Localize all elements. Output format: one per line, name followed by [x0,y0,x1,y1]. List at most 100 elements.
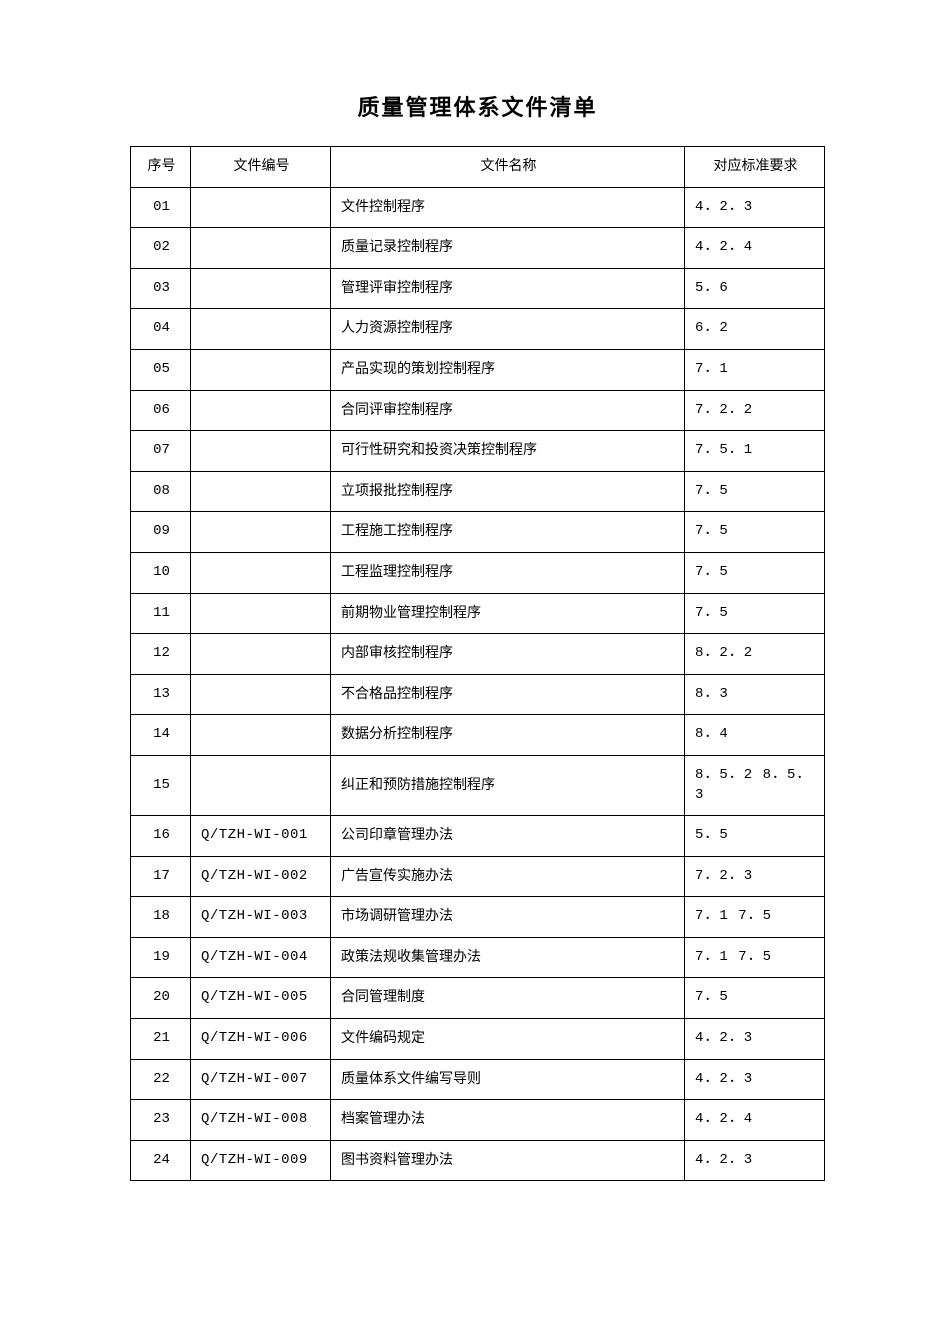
table-row: 03 管理评审控制程序5．6 [131,268,825,309]
col-header-std: 对应标准要求 [685,147,825,188]
table-row: 12内部审核控制程序8．2．2 [131,634,825,675]
cell-code: Q/TZH-WI-008 [191,1100,331,1141]
cell-seq: 01 [131,187,191,228]
cell-name: 质量记录控制程序 [331,228,685,269]
cell-std: 7．5．1 [685,431,825,472]
cell-seq: 19 [131,937,191,978]
table-row: 07 可行性研究和投资决策控制程序7．5．1 [131,431,825,472]
cell-seq: 09 [131,512,191,553]
table-row: 02质量记录控制程序4．2．4 [131,228,825,269]
table-row: 21Q/TZH-WI-006文件编码规定4．2．3 [131,1019,825,1060]
table-row: 11前期物业管理控制程序7．5 [131,593,825,634]
table-row: 10工程监理控制程序7．5 [131,552,825,593]
table-row: 13 不合格品控制程序8．3 [131,674,825,715]
cell-seq: 24 [131,1140,191,1181]
cell-name: 可行性研究和投资决策控制程序 [331,431,685,472]
cell-code [191,634,331,675]
cell-seq: 04 [131,309,191,350]
cell-name: 政策法规收集管理办法 [331,937,685,978]
cell-std: 7．1 7．5 [685,937,825,978]
table-row: 14数据分析控制程序8．4 [131,715,825,756]
cell-name: 不合格品控制程序 [331,674,685,715]
table-row: 24Q/TZH-WI-009图书资料管理办法4．2．3 [131,1140,825,1181]
cell-code [191,715,331,756]
cell-std: 4．2．4 [685,1100,825,1141]
table-row: 05 产品实现的策划控制程序7．1 [131,349,825,390]
cell-std: 7．5 [685,978,825,1019]
cell-name: 立项报批控制程序 [331,471,685,512]
cell-std: 6．2 [685,309,825,350]
cell-name: 纠正和预防措施控制程序 [331,755,685,815]
cell-std: 7．5 [685,471,825,512]
cell-std: 7．2．3 [685,856,825,897]
cell-code: Q/TZH-WI-006 [191,1019,331,1060]
document-page: 质量管理体系文件清单 序号 文件编号 文件名称 对应标准要求 01文件控制程序4… [0,0,945,1271]
cell-name: 人力资源控制程序 [331,309,685,350]
cell-name: 档案管理办法 [331,1100,685,1141]
table-row: 17Q/TZH-WI-002广告宣传实施办法7．2．3 [131,856,825,897]
cell-std: 7．2．2 [685,390,825,431]
table-row: 01文件控制程序4．2．3 [131,187,825,228]
cell-seq: 23 [131,1100,191,1141]
cell-seq: 08 [131,471,191,512]
cell-name: 广告宣传实施办法 [331,856,685,897]
table-row: 22Q/TZH-WI-007质量体系文件编写导则4．2．3 [131,1059,825,1100]
cell-name: 内部审核控制程序 [331,634,685,675]
table-row: 23Q/TZH-WI-008档案管理办法4．2．4 [131,1100,825,1141]
cell-name: 数据分析控制程序 [331,715,685,756]
cell-std: 5．6 [685,268,825,309]
col-header-code: 文件编号 [191,147,331,188]
table-header-row: 序号 文件编号 文件名称 对应标准要求 [131,147,825,188]
cell-name: 产品实现的策划控制程序 [331,349,685,390]
cell-std: 7．5 [685,512,825,553]
cell-seq: 14 [131,715,191,756]
cell-code: Q/TZH-WI-003 [191,897,331,938]
cell-code: Q/TZH-WI-002 [191,856,331,897]
document-table: 序号 文件编号 文件名称 对应标准要求 01文件控制程序4．2．302质量记录控… [130,146,825,1181]
col-header-name: 文件名称 [331,147,685,188]
cell-seq: 06 [131,390,191,431]
cell-name: 前期物业管理控制程序 [331,593,685,634]
cell-code [191,471,331,512]
table-row: 04 人力资源控制程序6．2 [131,309,825,350]
cell-code [191,431,331,472]
cell-seq: 07 [131,431,191,472]
cell-code [191,512,331,553]
cell-name: 工程施工控制程序 [331,512,685,553]
cell-code [191,268,331,309]
table-row: 06 合同评审控制程序7．2．2 [131,390,825,431]
cell-name: 合同评审控制程序 [331,390,685,431]
cell-code [191,228,331,269]
cell-code [191,349,331,390]
cell-name: 市场调研管理办法 [331,897,685,938]
cell-seq: 03 [131,268,191,309]
cell-code [191,309,331,350]
cell-seq: 11 [131,593,191,634]
cell-seq: 18 [131,897,191,938]
cell-code: Q/TZH-WI-007 [191,1059,331,1100]
cell-name: 工程监理控制程序 [331,552,685,593]
cell-seq: 13 [131,674,191,715]
table-row: 20Q/TZH-WI-005合同管理制度7．5 [131,978,825,1019]
cell-seq: 05 [131,349,191,390]
cell-code [191,187,331,228]
cell-code: Q/TZH-WI-001 [191,816,331,857]
cell-seq: 21 [131,1019,191,1060]
cell-std: 8．3 [685,674,825,715]
cell-std: 7．1 [685,349,825,390]
table-row: 09 工程施工控制程序7．5 [131,512,825,553]
cell-name: 管理评审控制程序 [331,268,685,309]
cell-std: 4．2．3 [685,1019,825,1060]
cell-seq: 22 [131,1059,191,1100]
cell-code [191,755,331,815]
cell-name: 文件编码规定 [331,1019,685,1060]
table-row: 08 立项报批控制程序7．5 [131,471,825,512]
cell-std: 4．2．3 [685,1140,825,1181]
cell-seq: 15 [131,755,191,815]
cell-std: 8．2．2 [685,634,825,675]
cell-seq: 10 [131,552,191,593]
cell-code [191,674,331,715]
table-body: 01文件控制程序4．2．302质量记录控制程序4．2．403 管理评审控制程序5．… [131,187,825,1181]
cell-std: 4．2．4 [685,228,825,269]
cell-code: Q/TZH-WI-009 [191,1140,331,1181]
